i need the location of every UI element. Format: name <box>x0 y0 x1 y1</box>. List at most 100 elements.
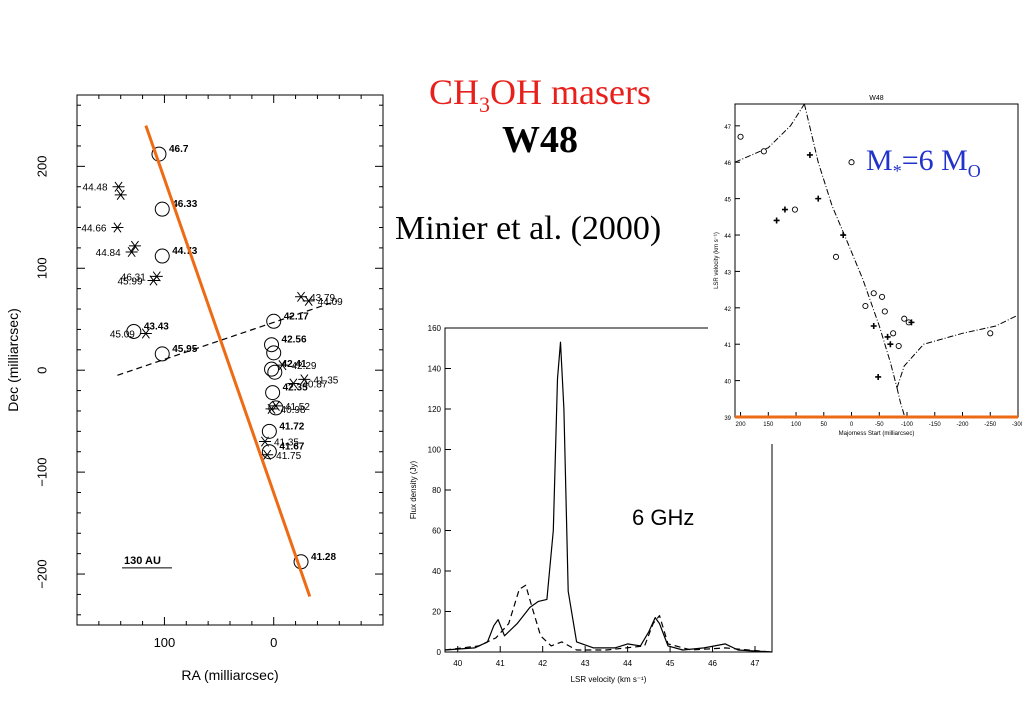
x-tick-label: 42 <box>538 659 547 668</box>
y-tick-label: 160 <box>428 324 442 333</box>
maser-star-label: 45.09 <box>110 330 135 341</box>
maser-circle <box>264 337 280 353</box>
filled-point <box>806 151 813 158</box>
x-tick-label: -300 <box>1012 422 1022 428</box>
y-tick-label: 44 <box>724 234 731 240</box>
maser-circle-label: 41.67 <box>279 442 304 453</box>
plot-frame <box>76 94 384 626</box>
filled-point <box>781 206 788 213</box>
filled-point <box>875 373 882 380</box>
maser-star <box>287 378 300 389</box>
y-axis-label: Flux density (Jy) <box>409 461 418 520</box>
y-tick-label: 60 <box>432 527 441 536</box>
maser-star <box>112 181 125 192</box>
maser-circle <box>266 313 282 329</box>
x-tick-label: 150 <box>763 422 774 428</box>
maser-star <box>139 328 152 339</box>
maser-circle-label: 44.73 <box>172 246 197 257</box>
maser-circle-label: 43.43 <box>144 321 169 332</box>
model-curve <box>896 314 1019 389</box>
x-tick-label: 47 <box>751 659 760 668</box>
x-axis-label: LSR velocity (km s⁻¹) <box>571 675 647 684</box>
maser-position-chart: −200 −100 0 100 200 100 0 RA (milliarcsec) Dec (… <box>5 94 384 683</box>
x-tick-label: -250 <box>984 422 997 428</box>
y-tick-label: −200 <box>34 559 49 588</box>
filled-point <box>773 217 780 224</box>
maser-star <box>150 271 163 282</box>
open-point <box>870 290 877 297</box>
y-tick-label: 39 <box>724 416 731 422</box>
maser-circle-label: 41.72 <box>279 421 304 432</box>
maser-circle <box>267 364 283 380</box>
maser-circle <box>154 201 170 217</box>
x-tick-label: 45 <box>666 659 675 668</box>
pv-title: W48 <box>869 95 884 102</box>
y-axis-label: LSR velocity (km s⁻¹) <box>714 232 720 289</box>
maser-circle-label: 42.17 <box>284 311 309 322</box>
y-tick-label: 46 <box>724 161 731 167</box>
x-tick-label: -200 <box>957 422 970 428</box>
x-tick-label: 200 <box>736 422 747 428</box>
open-point <box>895 342 902 350</box>
frequency-annotation: 6 GHz <box>632 505 694 530</box>
citation-text: Minier et al. (2000) <box>395 210 662 247</box>
y-tick-label: 41 <box>724 343 731 349</box>
x-tick-label: 0 <box>270 635 277 650</box>
y-tick-label: 80 <box>432 486 441 495</box>
maser-star <box>128 240 141 251</box>
maser-star <box>261 449 274 460</box>
maser-circle-label: 46.7 <box>169 144 189 155</box>
maser-circle <box>261 444 277 460</box>
maser-circle-label: 42.41 <box>282 359 307 370</box>
y-tick-label: −100 <box>34 457 49 486</box>
y-tick-label: 40 <box>724 380 731 386</box>
maser-circle-label: 42.56 <box>282 335 307 346</box>
maser-star <box>276 359 289 371</box>
maser-star-label: 41.35 <box>313 375 338 386</box>
maser-star-label: 42.29 <box>291 361 316 372</box>
x-tick-label: 0 <box>850 422 854 428</box>
x-tick-label: -50 <box>875 422 884 428</box>
maser-circle <box>265 385 281 401</box>
open-point <box>890 330 897 337</box>
y-tick-label: 100 <box>428 446 442 455</box>
maser-star-label: 44.66 <box>81 224 106 235</box>
maser-star-label: 43.79 <box>310 293 335 304</box>
filled-point <box>884 333 891 340</box>
maser-star-label: 45.99 <box>118 277 143 288</box>
y-tick-label: 45 <box>724 198 731 204</box>
x-tick-label: 40 <box>453 659 462 668</box>
open-point <box>791 206 798 213</box>
maser-star <box>111 222 124 233</box>
x-tick-label: 41 <box>496 659 505 668</box>
fit-line <box>144 125 312 597</box>
y-axis-label: Dec (milliarcsec) <box>5 308 21 411</box>
maser-star-label: 40.98 <box>281 405 306 416</box>
position-velocity-chart: W48 39 40 41 42 43 44 45 46 47 200 150 100 50 0 -50 -100… <box>708 92 1022 444</box>
open-point <box>832 253 840 260</box>
y-tick-label: 100 <box>34 257 49 279</box>
x-tick-label: 50 <box>820 422 827 428</box>
open-point <box>901 315 908 322</box>
model-curve <box>803 103 898 389</box>
open-point <box>878 293 886 300</box>
x-tick-label: -100 <box>901 422 914 428</box>
filled-point <box>887 341 894 348</box>
open-point <box>881 308 888 315</box>
maser-star <box>258 436 271 447</box>
maser-circle-label: 45.95 <box>172 344 197 355</box>
maser-star <box>114 189 127 200</box>
maser-star <box>125 246 138 258</box>
y-tick-label: 47 <box>724 125 731 131</box>
dashed-axis-line <box>117 300 338 376</box>
y-tick-label: 140 <box>428 365 442 374</box>
x-tick-label: 100 <box>154 635 176 650</box>
maser-star <box>265 403 278 415</box>
filled-point <box>840 232 847 239</box>
y-tick-label: 20 <box>432 608 441 617</box>
maser-star-label: 44.84 <box>96 248 121 259</box>
maser-circle-label: 46.33 <box>172 199 197 210</box>
maser-circle <box>154 346 170 362</box>
maser-circle <box>126 323 142 339</box>
